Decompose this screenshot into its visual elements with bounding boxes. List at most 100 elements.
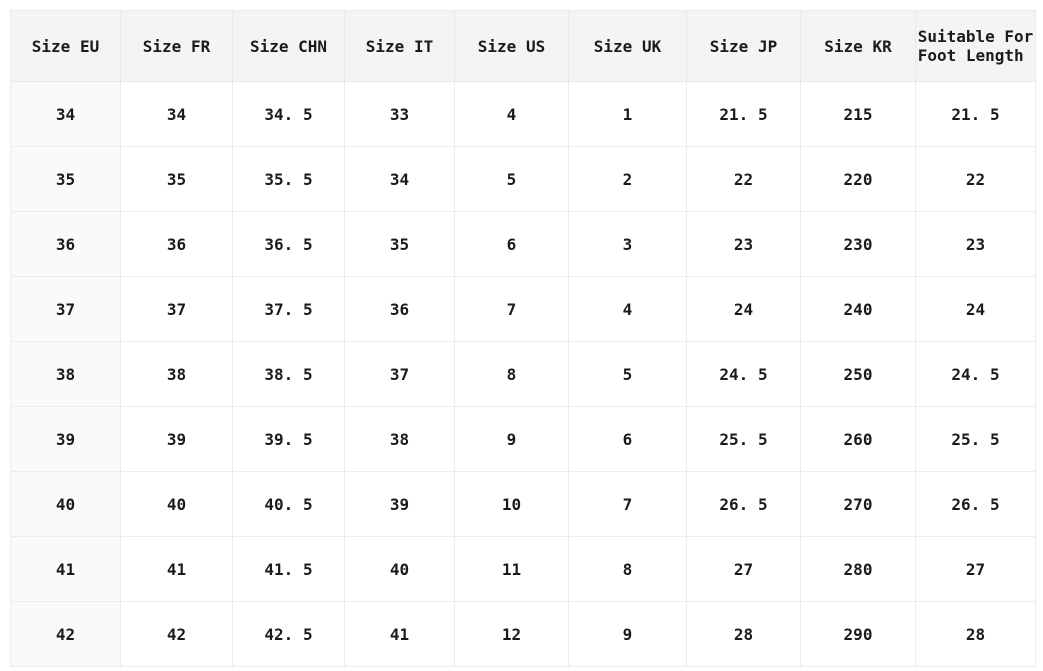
- table-cell: 35: [344, 211, 455, 277]
- table-cell: 40. 5: [232, 471, 345, 537]
- table-cell: 2: [568, 146, 687, 212]
- table-cell: 40: [120, 471, 233, 537]
- table-cell: 8: [568, 536, 687, 602]
- table-cell: 36. 5: [232, 211, 345, 277]
- table-cell: 280: [800, 536, 916, 602]
- header-size-uk: Size UK: [568, 10, 687, 82]
- table-cell: 35: [120, 146, 233, 212]
- table-cell: 42: [120, 601, 233, 667]
- table-cell: 36: [344, 276, 455, 342]
- header-row: Size EU Size FR Size CHN Size IT Size US…: [10, 10, 1036, 82]
- table-cell: 41: [344, 601, 455, 667]
- header-size-jp: Size JP: [686, 10, 801, 82]
- table-cell: 38: [120, 341, 233, 407]
- table-cell: 36: [120, 211, 233, 277]
- table-cell: 12: [454, 601, 569, 667]
- table-cell: 39: [344, 471, 455, 537]
- table-cell: 37. 5: [232, 276, 345, 342]
- table-cell: 215: [800, 81, 916, 147]
- table-cell: 39: [120, 406, 233, 472]
- size-conversion-table: Size EU Size FR Size CHN Size IT Size US…: [10, 10, 1036, 667]
- table-row: 37 37 37. 5 36 7 4 24 240 24: [10, 276, 1036, 342]
- table-row: 41 41 41. 5 40 11 8 27 280 27: [10, 536, 1036, 602]
- table-cell: 4: [454, 81, 569, 147]
- table-cell: 220: [800, 146, 916, 212]
- table-cell: 28: [686, 601, 801, 667]
- table-row: 42 42 42. 5 41 12 9 28 290 28: [10, 601, 1036, 667]
- table-cell: 42. 5: [232, 601, 345, 667]
- table-cell: 37: [344, 341, 455, 407]
- table-row: 34 34 34. 5 33 4 1 21. 5 215 21. 5: [10, 81, 1036, 147]
- table-cell: 23: [915, 211, 1036, 277]
- table-cell: 1: [568, 81, 687, 147]
- table-cell: 24: [686, 276, 801, 342]
- table-cell: 33: [344, 81, 455, 147]
- table-row: 36 36 36. 5 35 6 3 23 230 23: [10, 211, 1036, 277]
- table-cell: 26. 5: [915, 471, 1036, 537]
- table-cell: 28: [915, 601, 1036, 667]
- table-cell: 27: [915, 536, 1036, 602]
- table-cell: 25. 5: [915, 406, 1036, 472]
- table-cell: 23: [686, 211, 801, 277]
- table-cell: 21. 5: [915, 81, 1036, 147]
- header-size-fr: Size FR: [120, 10, 233, 82]
- table-cell: 8: [454, 341, 569, 407]
- table-cell: 9: [454, 406, 569, 472]
- table-cell: 5: [454, 146, 569, 212]
- table-cell: 22: [915, 146, 1036, 212]
- table-cell: 34: [344, 146, 455, 212]
- header-size-us: Size US: [454, 10, 569, 82]
- table-cell: 35: [10, 146, 121, 212]
- table-cell: 36: [10, 211, 121, 277]
- table-cell: 24. 5: [915, 341, 1036, 407]
- table-cell: 40: [10, 471, 121, 537]
- table-cell: 22: [686, 146, 801, 212]
- table-cell: 41. 5: [232, 536, 345, 602]
- table-cell: 37: [10, 276, 121, 342]
- table-cell: 11: [454, 536, 569, 602]
- header-suitable-foot-length: Suitable For Foot Length: [915, 10, 1036, 82]
- table-cell: 24: [915, 276, 1036, 342]
- table-cell: 35. 5: [232, 146, 345, 212]
- table-cell: 10: [454, 471, 569, 537]
- table-cell: 240: [800, 276, 916, 342]
- header-suitable-foot-length-text: Suitable For Foot Length: [917, 27, 1034, 65]
- table-cell: 27: [686, 536, 801, 602]
- table-cell: 4: [568, 276, 687, 342]
- table-row: 35 35 35. 5 34 5 2 22 220 22: [10, 146, 1036, 212]
- table-cell: 39: [10, 406, 121, 472]
- table-cell: 42: [10, 601, 121, 667]
- table-cell: 38: [344, 406, 455, 472]
- table-cell: 39. 5: [232, 406, 345, 472]
- table-row: 40 40 40. 5 39 10 7 26. 5 270 26. 5: [10, 471, 1036, 537]
- table-cell: 9: [568, 601, 687, 667]
- table-cell: 6: [454, 211, 569, 277]
- table-cell: 3: [568, 211, 687, 277]
- table-cell: 34. 5: [232, 81, 345, 147]
- table-cell: 250: [800, 341, 916, 407]
- table-cell: 21. 5: [686, 81, 801, 147]
- table-cell: 38. 5: [232, 341, 345, 407]
- table-cell: 34: [120, 81, 233, 147]
- table-cell: 290: [800, 601, 916, 667]
- table-cell: 26. 5: [686, 471, 801, 537]
- header-size-chn: Size CHN: [232, 10, 345, 82]
- table-cell: 260: [800, 406, 916, 472]
- table-cell: 230: [800, 211, 916, 277]
- table-cell: 5: [568, 341, 687, 407]
- header-size-it: Size IT: [344, 10, 455, 82]
- table-cell: 41: [10, 536, 121, 602]
- table-cell: 34: [10, 81, 121, 147]
- table-cell: 41: [120, 536, 233, 602]
- table-cell: 40: [344, 536, 455, 602]
- table-cell: 270: [800, 471, 916, 537]
- table-row: 38 38 38. 5 37 8 5 24. 5 250 24. 5: [10, 341, 1036, 407]
- table-row: 39 39 39. 5 38 9 6 25. 5 260 25. 5: [10, 406, 1036, 472]
- table-cell: 25. 5: [686, 406, 801, 472]
- table-cell: 6: [568, 406, 687, 472]
- table-cell: 38: [10, 341, 121, 407]
- table-cell: 7: [568, 471, 687, 537]
- header-size-eu: Size EU: [10, 10, 121, 82]
- table-cell: 24. 5: [686, 341, 801, 407]
